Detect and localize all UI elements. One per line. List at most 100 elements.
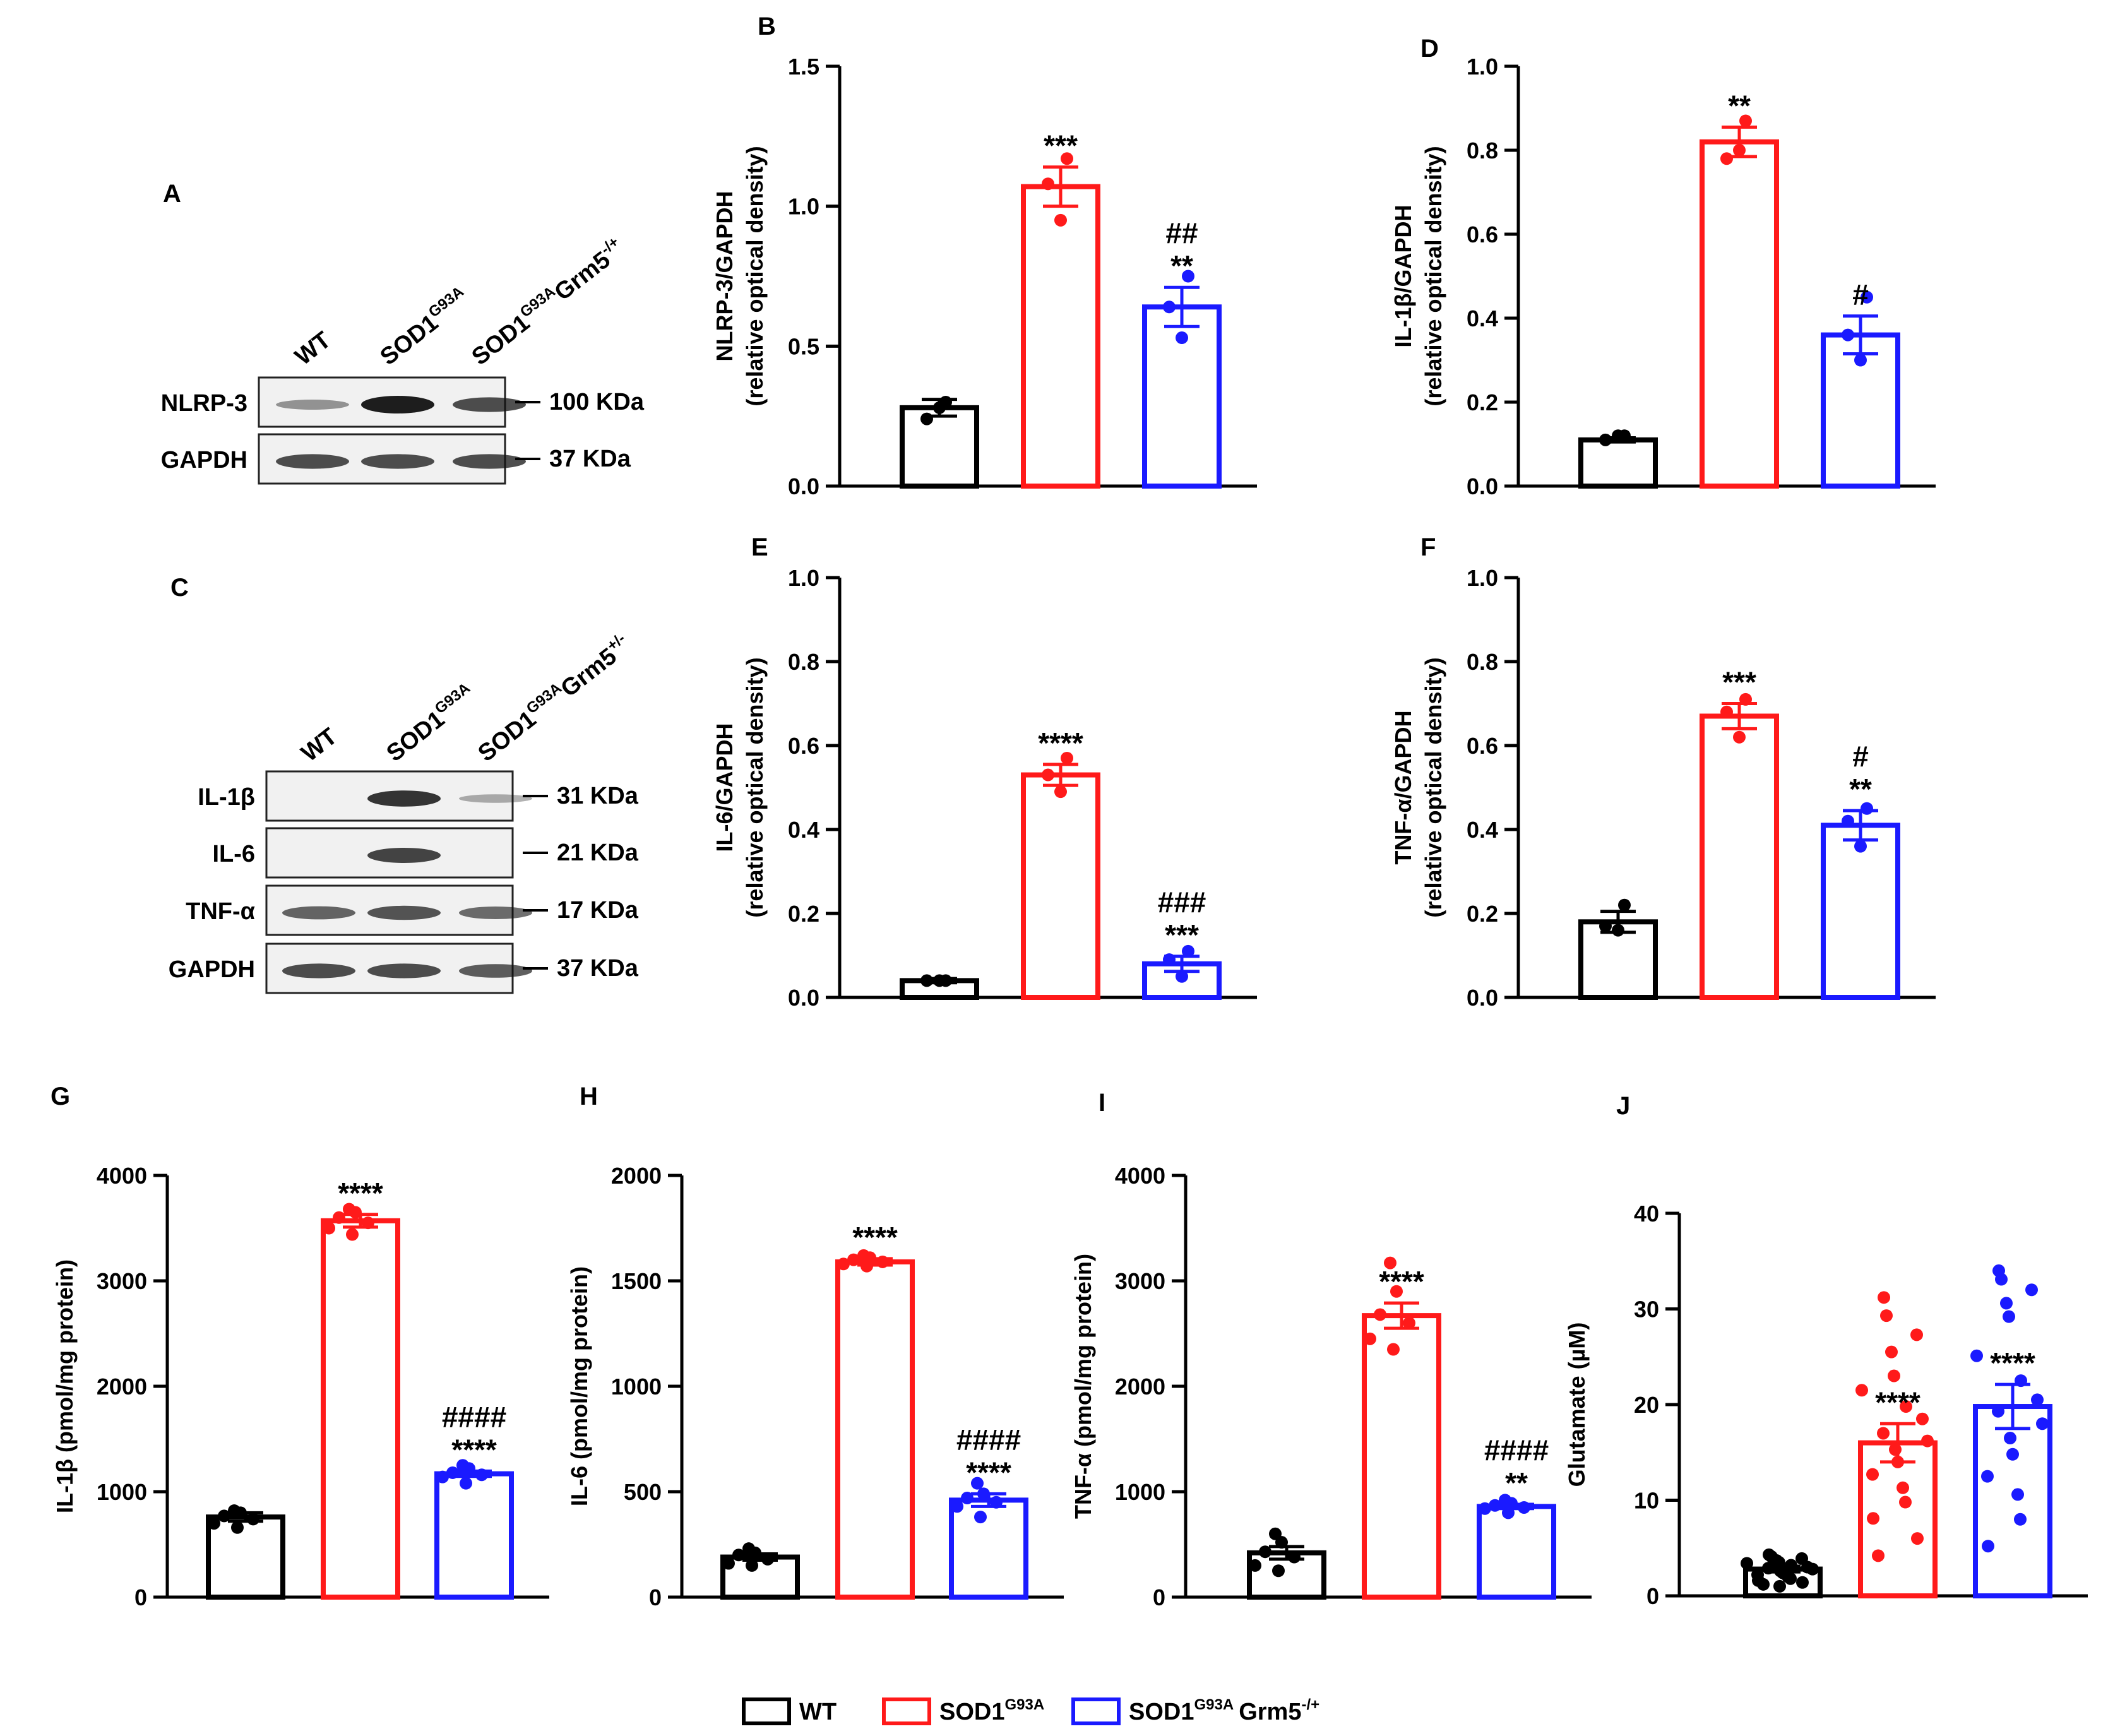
- data-point: [333, 1211, 345, 1224]
- significance-label: ***: [1722, 666, 1756, 699]
- chart-d: D 0.0 0.2 0.4 0.6 0.8 1.0 IL-1β/GAPDH (relative …: [1390, 35, 1936, 499]
- data-point: [1612, 429, 1624, 443]
- data-point: [1489, 1499, 1501, 1512]
- lane-label-main: SOD1: [376, 309, 443, 371]
- bar-sod1: [321, 1218, 400, 1600]
- data-point: [951, 1500, 963, 1513]
- data-point: [1842, 328, 1854, 342]
- lane-label-main: SOD1: [473, 706, 541, 767]
- protein-band: [459, 964, 532, 978]
- chart-f: F 0.0 0.2 0.4 0.6 0.8 1.0 TNF-α/GAPDH (relative …: [1390, 533, 1936, 1011]
- row-label: GAPDH: [169, 956, 255, 983]
- significance-label: ####: [1484, 1434, 1549, 1466]
- data-point: [1479, 1502, 1491, 1515]
- data-point: [2036, 1417, 2049, 1430]
- data-point: [837, 1257, 850, 1271]
- data-point: [1861, 290, 1873, 304]
- legend-tail-sup: -/+: [1301, 1696, 1319, 1713]
- protein-band: [367, 963, 441, 978]
- data-point: [1364, 1332, 1376, 1345]
- y-tick-label: 500: [624, 1479, 662, 1505]
- data-point: [1885, 1345, 1898, 1358]
- data-point: [1995, 1273, 2008, 1286]
- y-tick-label: 0.2: [1467, 901, 1498, 927]
- bar-sod1: [1700, 139, 1779, 489]
- data-point: [1970, 1349, 1983, 1362]
- lane-label-main: SOD1: [467, 309, 535, 371]
- bar-wt: [900, 405, 979, 489]
- panel-label-j: J: [1616, 1092, 1630, 1120]
- y-tick-label: 0: [1647, 1583, 1659, 1609]
- data-point: [1720, 152, 1733, 165]
- data-point: [1403, 1316, 1415, 1329]
- y-tick-label: 0.6: [788, 733, 819, 759]
- bar-sod1: [1021, 184, 1100, 489]
- data-point: [2015, 1374, 2027, 1388]
- data-point: [746, 1559, 758, 1572]
- protein-band: [282, 906, 355, 920]
- data-point: [1387, 1343, 1400, 1356]
- legend-label-sod1: SOD1G93A: [939, 1696, 1044, 1725]
- data-point: [2025, 1283, 2038, 1297]
- protein-band: [361, 454, 434, 469]
- significance-label: ****: [338, 1177, 383, 1210]
- protein-band: [367, 790, 441, 807]
- data-point: [1842, 814, 1854, 828]
- y-tick-label: 0: [1153, 1584, 1165, 1610]
- significance-label: ###: [1158, 886, 1206, 919]
- data-point: [1163, 953, 1176, 966]
- significance-label: ****: [852, 1221, 898, 1254]
- y-tick-label: 20: [1634, 1392, 1659, 1418]
- significance-label: ##: [1165, 217, 1198, 249]
- significance-label: ****: [1379, 1265, 1424, 1298]
- y-tick-label: 0.0: [788, 985, 819, 1011]
- data-point: [1054, 785, 1067, 799]
- lane-label-sup: G93A: [426, 283, 467, 321]
- data-point: [436, 1470, 449, 1483]
- protein-band: [367, 905, 441, 920]
- chart-e: E 0.0 0.2 0.4 0.6 0.8 1.0 IL-6/GAPDH (relative o…: [712, 533, 1257, 1011]
- panel-label-h: H: [580, 1083, 598, 1110]
- protein-band: [459, 794, 532, 803]
- data-point: [346, 1228, 359, 1241]
- data-point: [1872, 1549, 1885, 1562]
- blot-strip: [265, 770, 514, 822]
- data-point: [2011, 1488, 2024, 1501]
- legend-label-grm5: SOD1G93A Grm5-/+: [1129, 1696, 1319, 1725]
- significance-label: ****: [966, 1456, 1011, 1489]
- y-tick-label: 0.4: [1467, 817, 1498, 843]
- data-point: [1796, 1576, 1809, 1589]
- y-tick-label: 1.5: [788, 54, 819, 80]
- data-point: [971, 1477, 984, 1490]
- protein-band: [276, 454, 349, 469]
- data-point: [847, 1253, 860, 1266]
- data-point: [208, 1517, 220, 1530]
- data-point: [1982, 1540, 1994, 1553]
- data-point: [1618, 898, 1631, 912]
- data-point: [761, 1552, 774, 1566]
- data-point: [362, 1216, 374, 1230]
- significance-label: ****: [1875, 1386, 1920, 1418]
- data-point: [990, 1495, 1003, 1509]
- y-tick-label: 0.4: [788, 817, 819, 843]
- y-tick-label: 4000: [97, 1163, 147, 1189]
- significance-label: **: [1849, 773, 1872, 806]
- legend-swatch-wt: [742, 1697, 791, 1725]
- y-tick-label: 2000: [97, 1374, 147, 1400]
- y-axis-label: NLRP-3/GAPDH: [712, 191, 737, 361]
- significance-label: ****: [1990, 1347, 2035, 1379]
- y-tick-label: 3000: [97, 1268, 147, 1294]
- data-point: [475, 1468, 488, 1482]
- data-point: [463, 1462, 475, 1475]
- size-label: 21 KDa: [557, 840, 639, 866]
- lane-label: SOD1G93AGrm5-/+: [465, 234, 629, 371]
- data-point: [749, 1546, 761, 1559]
- data-point: [1891, 1455, 1904, 1468]
- row-label: TNF-α: [186, 898, 255, 925]
- data-point: [974, 1511, 987, 1524]
- y-tick-label: 3000: [1115, 1268, 1165, 1294]
- data-point: [920, 412, 933, 425]
- data-point: [1806, 1562, 1819, 1576]
- lane-label-main: SOD1: [382, 706, 450, 767]
- bar-grm5: [949, 1497, 1028, 1600]
